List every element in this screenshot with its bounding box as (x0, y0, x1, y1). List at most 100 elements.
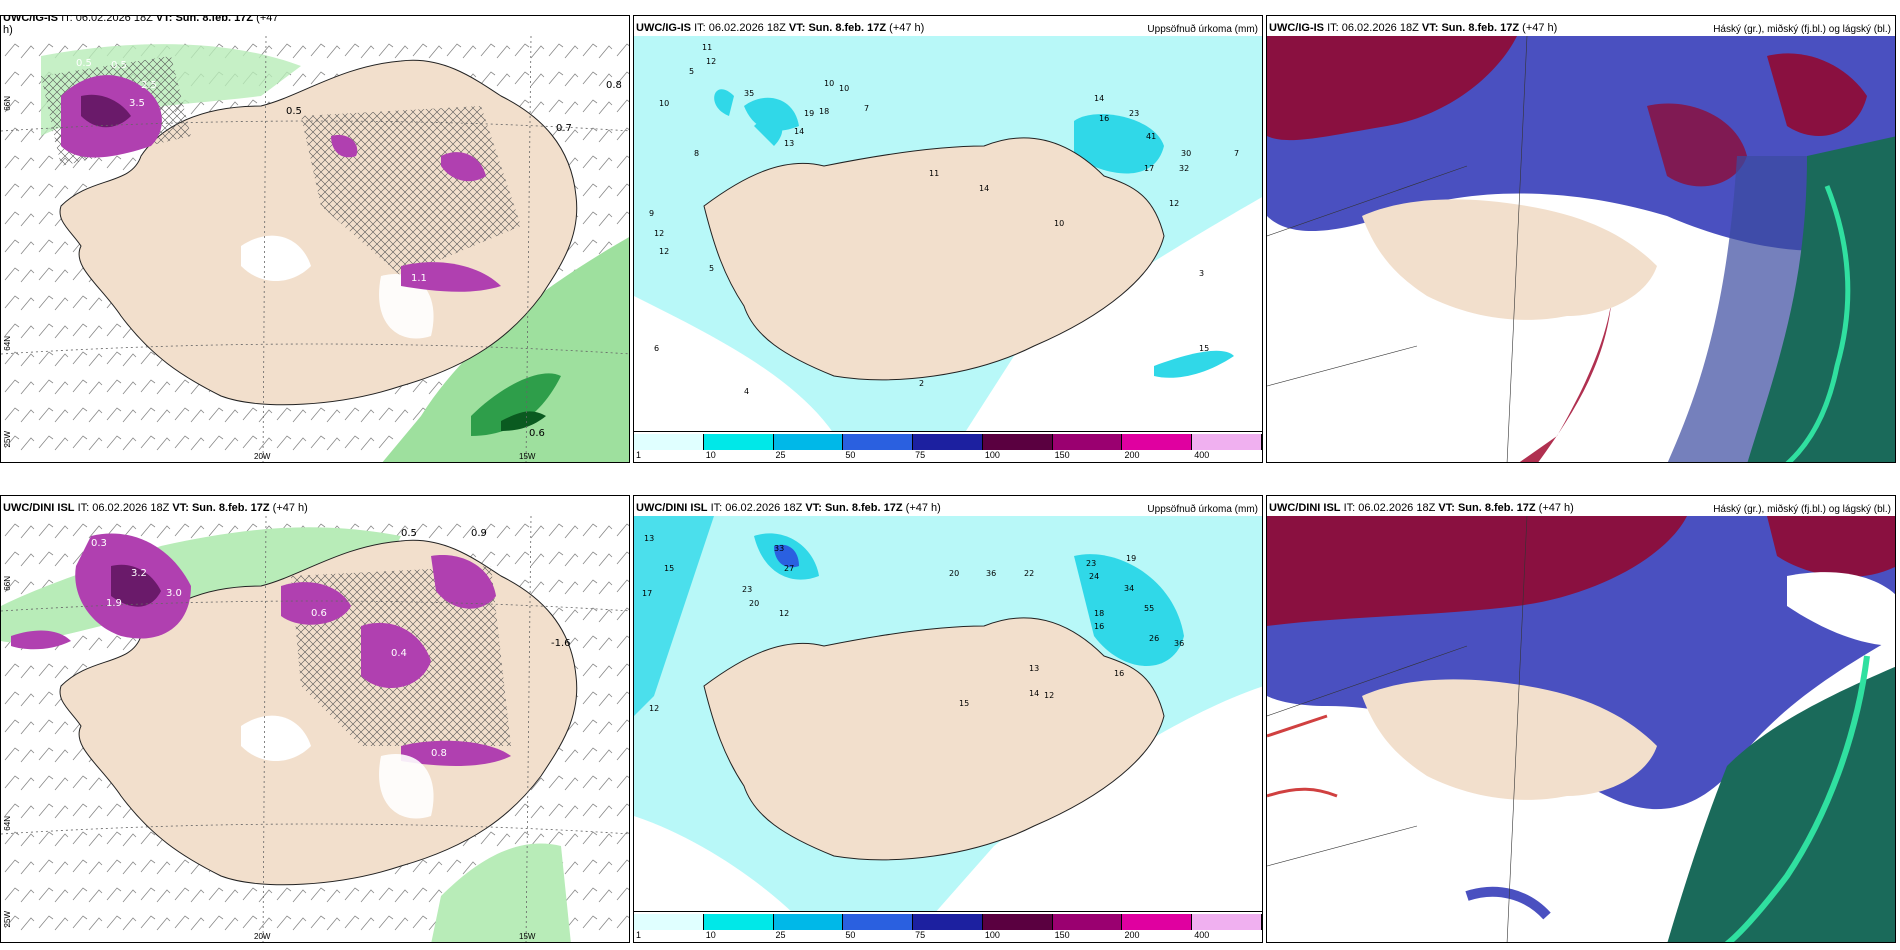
svg-text:19: 19 (804, 109, 814, 118)
svg-text:0.7: 0.7 (556, 123, 572, 134)
svg-text:12: 12 (659, 247, 669, 256)
valid-time: Sun. 8.feb. 17Z (1441, 22, 1520, 34)
svg-text:0.4: 0.4 (391, 648, 407, 659)
svg-text:14: 14 (1094, 94, 1104, 103)
colorbar-label: 50 (845, 930, 856, 940)
svg-text:0.5: 0.5 (76, 58, 92, 69)
init-time: 06.02.2026 18Z (75, 15, 153, 24)
svg-text:13: 13 (1029, 664, 1039, 673)
svg-text:30: 30 (1181, 149, 1191, 158)
precipitation-map: 12 11 10 5 12 10 14 35 18 19 10 13 7 14 … (634, 36, 1262, 434)
svg-text:12: 12 (706, 57, 716, 66)
model-name: UWC/IG-IS (3, 15, 58, 24)
lon-label: 20W (254, 452, 271, 461)
lat-label: 64N (3, 336, 12, 351)
snow-wind-map: 0.5 0.5 3.5 2.5 1.1 0.5 0.6 0.7 0.8 (1, 36, 629, 462)
colorbar-segment (1122, 434, 1193, 450)
colorbar-label: 200 (1124, 930, 1140, 940)
colorbar-label: 100 (984, 930, 1000, 940)
svg-text:36: 36 (986, 569, 996, 578)
lead-time: (+47 h) (1538, 502, 1574, 514)
panel-right-title: Uppsöfnuð úrkoma (mm) (1147, 24, 1258, 35)
svg-text:7: 7 (1234, 149, 1239, 158)
panel-title: UWC/DINI ISL IT: 06.02.2026 18Z VT: Sun.… (636, 502, 941, 514)
svg-text:6: 6 (654, 344, 659, 353)
panel-title: UWC/IG-IS IT: 06.02.2026 18Z VT: Sun. 8.… (3, 15, 278, 24)
colorbar-label: 50 (845, 450, 856, 460)
colorbar-segment (773, 434, 844, 450)
colorbar-label: 10 (705, 450, 716, 460)
colorbar-segment (1052, 434, 1123, 450)
colorbar-segment (1192, 914, 1262, 930)
svg-text:5: 5 (689, 67, 694, 76)
svg-text:13: 13 (784, 139, 794, 148)
panel-title: UWC/DINI ISL IT: 06.02.2026 18Z VT: Sun.… (1269, 502, 1574, 514)
svg-text:14: 14 (794, 127, 804, 136)
model-name: UWC/IG-IS (1269, 22, 1324, 34)
model-name: UWC/IG-IS (636, 22, 691, 34)
panel-title: UWC/DINI ISL IT: 06.02.2026 18Z VT: Sun.… (3, 502, 308, 514)
svg-text:0.5: 0.5 (111, 60, 127, 71)
colorbar-label: 75 (915, 450, 926, 460)
colorbar-label: 25 (775, 930, 786, 940)
precipitation-map: 13 15 17 23 20 33 27 12 20 36 22 19 23 2… (634, 516, 1262, 914)
lon-label: 25W (3, 911, 12, 928)
cloud-cover-map (1267, 36, 1895, 462)
svg-text:11: 11 (702, 43, 712, 52)
svg-text:0.6: 0.6 (311, 608, 327, 619)
lon-label: 20W (254, 932, 271, 941)
panel-bottom-right-cloud-map: UWC/DINI ISL IT: 06.02.2026 18Z VT: Sun.… (1266, 495, 1896, 943)
svg-text:23: 23 (742, 585, 752, 594)
colorbar-label: 400 (1194, 450, 1210, 460)
snow-wind-map: 0.3 3.2 3.0 1.9 0.5 0.9 0.6 0.8 0.4 -1.6 (1, 516, 629, 942)
init-time: 06.02.2026 18Z (92, 502, 170, 514)
valid-time: Sun. 8.feb. 17Z (191, 502, 270, 514)
lead-time: (+47 h) (905, 502, 941, 514)
svg-text:19: 19 (1126, 554, 1136, 563)
colorbar-segment (1052, 914, 1123, 930)
lon-label: 25W (3, 431, 12, 448)
svg-text:12: 12 (1044, 691, 1054, 700)
colorbar-segment (982, 434, 1053, 450)
svg-text:12: 12 (1169, 199, 1179, 208)
colorbar-segment (634, 434, 704, 450)
svg-text:0.5: 0.5 (286, 106, 302, 117)
colorbar-segment (634, 914, 704, 930)
panel-title: UWC/IG-IS IT: 06.02.2026 18Z VT: Sun. 8.… (636, 22, 925, 34)
colorbar-segment (703, 434, 774, 450)
valid-time: Sun. 8.feb. 17Z (1457, 502, 1536, 514)
cloud-cover-map (1267, 516, 1895, 942)
panel-top-left-snow-map: UWC/IG-IS IT: 06.02.2026 18Z VT: Sun. 8.… (0, 15, 630, 463)
model-name: UWC/DINI ISL (636, 502, 708, 514)
panel-right-title: Háský (gr.), miðský (fj.bl.) og lágský (… (1713, 24, 1891, 35)
lead-time-cont: h) (3, 24, 13, 36)
panel-top-right-cloud-map: UWC/IG-IS IT: 06.02.2026 18Z VT: Sun. 8.… (1266, 15, 1896, 463)
init-time: 06.02.2026 18Z (708, 22, 786, 34)
model-name: UWC/DINI ISL (3, 502, 75, 514)
svg-text:12: 12 (654, 229, 664, 238)
svg-text:41: 41 (1146, 132, 1156, 141)
svg-text:36: 36 (1174, 639, 1184, 648)
colorbar-label: 1 (636, 930, 642, 940)
panel-right-title: Háský (gr.), miðský (fj.bl.) og lágský (… (1713, 504, 1891, 515)
panel-right-title: Uppsöfnuð úrkoma (mm) (1147, 504, 1258, 515)
colorbar-label: 1 (636, 450, 642, 460)
svg-text:15: 15 (1199, 344, 1209, 353)
svg-text:16: 16 (1094, 622, 1104, 631)
colorbar-segment (1192, 434, 1262, 450)
svg-text:2.5: 2.5 (141, 80, 157, 91)
svg-text:20: 20 (749, 599, 759, 608)
lon-label: 15W (519, 452, 536, 461)
svg-text:3.2: 3.2 (131, 568, 147, 579)
svg-text:1.9: 1.9 (106, 598, 122, 609)
panel-top-middle-precip-map: UWC/IG-IS IT: 06.02.2026 18Z VT: Sun. 8.… (633, 15, 1263, 463)
lat-label: 64N (3, 816, 12, 831)
svg-text:0.8: 0.8 (606, 80, 622, 91)
init-time: 06.02.2026 18Z (725, 502, 803, 514)
svg-text:23: 23 (1129, 109, 1139, 118)
lead-time: (+47 h) (272, 502, 308, 514)
svg-text:23: 23 (1086, 559, 1096, 568)
svg-text:26: 26 (1149, 634, 1159, 643)
panel-bottom-middle-precip-map: UWC/DINI ISL IT: 06.02.2026 18Z VT: Sun.… (633, 495, 1263, 943)
svg-text:3.5: 3.5 (129, 98, 145, 109)
